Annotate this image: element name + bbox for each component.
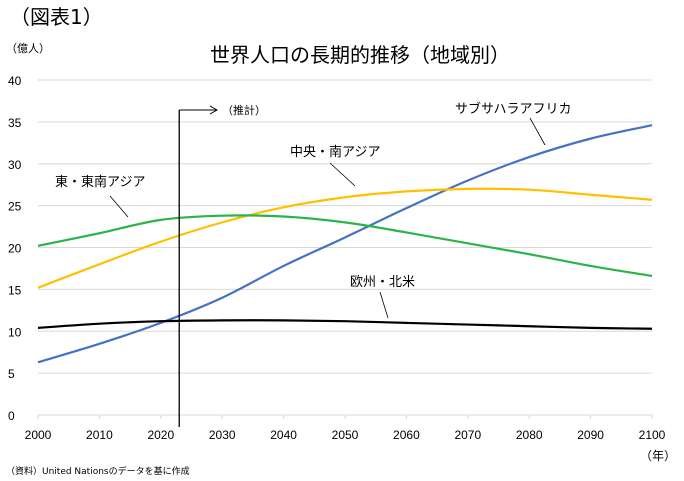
x-tick-label: 2080	[516, 428, 543, 442]
x-tick-label: 2050	[332, 428, 359, 442]
arrow-head-icon	[209, 105, 219, 115]
series-line-1	[37, 187, 653, 289]
source-note: （資料）United Nationsのデータを基に作成	[6, 465, 190, 477]
series-label-3: 欧州・北米	[350, 275, 415, 290]
x-tick-label: 2100	[639, 428, 666, 442]
y-tick-label: 20	[8, 242, 22, 256]
series-label-2: 東・東南アジア	[55, 174, 145, 190]
leader-line	[329, 162, 356, 187]
x-tick-label: 2000	[25, 428, 52, 442]
y-tick-label: 5	[8, 367, 15, 381]
series-line-2	[37, 214, 653, 278]
chart-title: 世界人口の長期的推移（地域別）	[210, 43, 510, 67]
x-tick-label: 2090	[577, 428, 604, 442]
y-tick-label: 0	[8, 409, 15, 423]
figure-label: （図表1）	[10, 5, 103, 29]
y-tick-label: 40	[8, 74, 22, 88]
x-tick-label: 2060	[393, 428, 420, 442]
y-tick-label: 35	[8, 116, 22, 130]
x-axis-label: （年）	[640, 449, 676, 463]
y-tick-label: 10	[8, 325, 22, 339]
y-tick-label: 25	[8, 200, 22, 214]
x-tick-label: 2010	[86, 428, 113, 442]
x-tick-label: 2030	[209, 428, 236, 442]
y-tick-label: 15	[8, 283, 22, 297]
leader-line	[379, 291, 389, 319]
leader-line	[109, 195, 129, 218]
projection-label: （推計）	[222, 103, 266, 117]
series-line-0	[37, 124, 653, 364]
x-tick-label: 2020	[147, 428, 174, 442]
x-tick-label: 2040	[270, 428, 297, 442]
y-tick-label: 30	[8, 158, 22, 172]
leader-line	[529, 117, 546, 146]
x-tick-label: 2070	[454, 428, 481, 442]
series-line-3	[37, 319, 653, 330]
series-label-0: サブサハラアフリカ	[455, 101, 571, 117]
series-label-1: 中央・南アジア	[290, 144, 380, 160]
y-axis-label: （億人）	[6, 42, 50, 55]
